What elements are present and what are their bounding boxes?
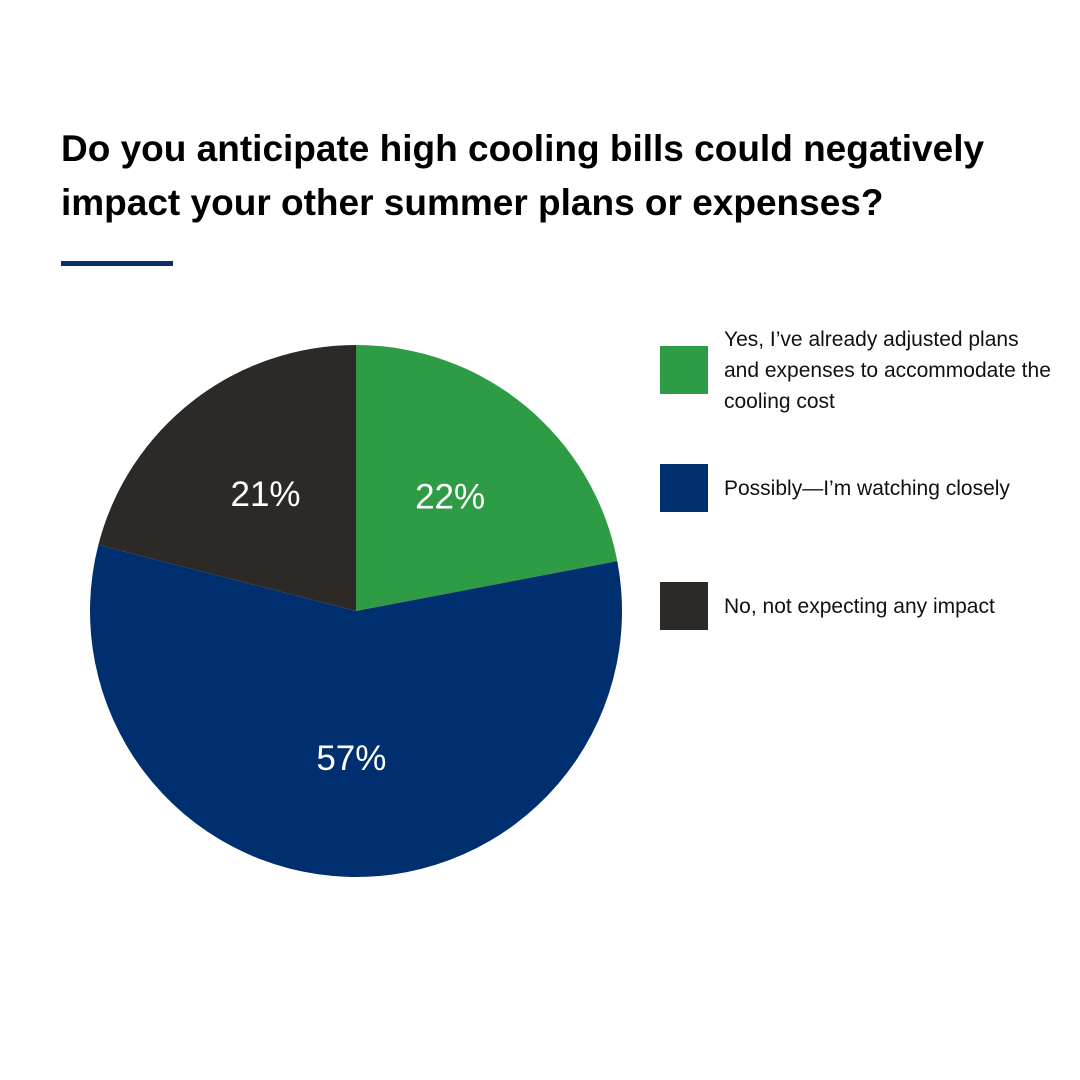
legend-label-yes: Yes, I’ve already adjusted plans and exp… [724, 328, 1051, 413]
pie-label-yes: 22% [415, 478, 485, 517]
pie-slice-possibly [90, 544, 623, 877]
legend-swatch-possibly [660, 464, 708, 512]
legend-label-no: No, not expecting any impact [724, 595, 995, 618]
chart-title: Do you anticipate high cooling bills cou… [61, 128, 985, 223]
legend: Yes, I’ve already adjusted plans and exp… [660, 0, 1060, 1080]
legend-label-possibly: Possibly—I’m watching closely [724, 477, 1010, 500]
title-underline [61, 261, 173, 266]
pie-slice-yes [356, 345, 618, 611]
pie-label-possibly: 57% [316, 739, 386, 778]
legend-swatch-yes [660, 346, 708, 394]
pie-slice-no [98, 345, 357, 611]
legend-swatch-no [660, 582, 708, 630]
pie-label-no: 21% [230, 475, 300, 514]
